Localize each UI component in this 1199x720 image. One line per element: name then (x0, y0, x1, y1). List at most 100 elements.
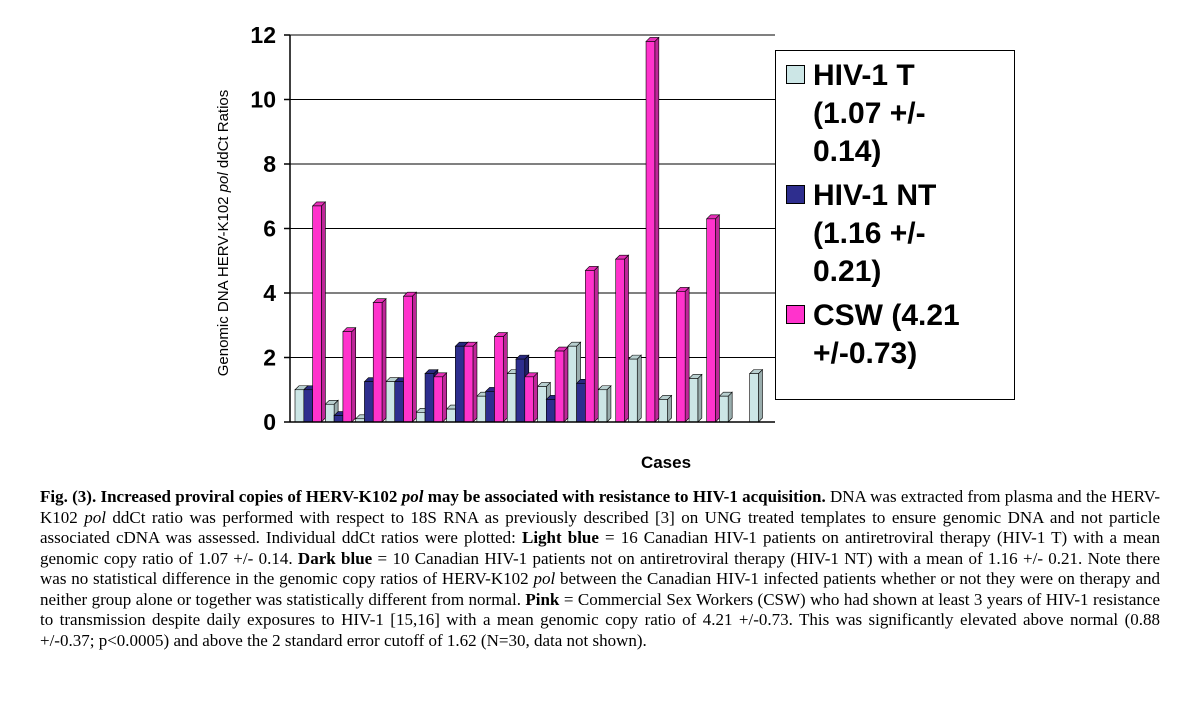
y-axis-label: Genomic DNA HERV-K102 pol ddCt Ratios (215, 90, 232, 377)
caption-light-blue-label: Light blue (522, 528, 599, 547)
bar-front (342, 331, 353, 423)
legend-item-csw: CSW (4.21 +/-0.73) (786, 297, 1004, 373)
bar-side (667, 394, 672, 423)
bar-csw-case-14 (705, 214, 721, 423)
legend-label-csw: CSW (4.21 +/-0.73) (813, 299, 960, 370)
bar-front (333, 415, 344, 423)
bar-front (415, 412, 426, 423)
y-tick-label-0: 0 (263, 409, 276, 435)
bar-front (476, 395, 486, 423)
legend-item-hiv1-t: HIV-1 T (1.07 +/- 0.14) (786, 57, 1004, 171)
caption-text-6: = Commercial Sex Workers (CSW) who had s… (40, 589, 1161, 650)
legend: HIV-1 T (1.07 +/- 0.14) HIV-1 NT (1.16 +… (775, 50, 1015, 400)
bar-front (433, 376, 443, 423)
bar-front (524, 376, 534, 423)
bar-front (485, 391, 495, 423)
bar-front (645, 41, 656, 423)
bar-front (455, 345, 465, 423)
y-axis-label-part1: Genomic DNA HERV-K102 (215, 192, 232, 376)
y-tick-label-12: 12 (250, 22, 276, 48)
bar-chart: 0 2 4 6 8 10 12 Genomic DNA HERV-K102 pol ddCt… (215, 22, 775, 472)
legend-swatch-hiv1-t (786, 65, 805, 84)
bar-front (676, 291, 686, 423)
bar-side (351, 326, 357, 423)
bar-csw-case-11 (615, 254, 630, 423)
legend-label-hiv1-t: HIV-1 T (1.07 +/- 0.14) (813, 59, 926, 168)
bar-front (515, 358, 526, 423)
bar-csw-case-3 (372, 297, 387, 423)
bar-front (628, 358, 638, 423)
bar-front (372, 302, 383, 423)
caption-title-start: Fig. (3). Increased proviral copies of H… (40, 487, 402, 506)
bar-front (385, 381, 396, 423)
bar-side (727, 391, 733, 423)
bar-front (312, 205, 322, 423)
bar-side (636, 354, 642, 423)
bar-side (472, 341, 478, 423)
bar-front (749, 373, 759, 423)
y-axis-label-part2: pol (215, 172, 232, 194)
bar-side (697, 373, 703, 423)
bar-front (688, 378, 699, 423)
bar-side (715, 214, 720, 423)
bar-front (597, 389, 608, 423)
bar-side (502, 331, 508, 423)
y-tick-label-4: 4 (263, 280, 276, 306)
bar-hiv-1-t-case-16 (748, 368, 764, 423)
bar-hiv-1-t-case-12 (627, 354, 642, 423)
caption-pol-2: pol (533, 569, 556, 588)
bar-front (658, 399, 668, 423)
bar-side (684, 286, 690, 423)
legend-label-hiv1-nt: HIV-1 NT (1.16 +/- 0.21) (813, 179, 937, 288)
caption-dark-blue-label: Dark blue (297, 548, 373, 568)
bar-front (325, 403, 335, 423)
caption-text-1: DNA was extracted from plasma and the HE… (40, 487, 1160, 527)
bar-front (403, 295, 413, 423)
bar-front (394, 381, 404, 423)
y-tick-labels: 0 2 4 6 8 10 12 (250, 22, 290, 435)
caption-title: Fig. (3). Increased proviral copies of H… (40, 487, 826, 506)
bar-csw-case-2 (342, 326, 357, 423)
bar-csw-case-12 (645, 36, 660, 423)
bar-front (506, 373, 517, 423)
bar-side (606, 385, 612, 423)
bar-csw-case-6 (463, 341, 478, 423)
bar-front (537, 386, 547, 423)
caption-text-2: ddCt ratio was performed with respect to… (40, 507, 1161, 548)
bar-front (567, 345, 577, 423)
bar-front (576, 382, 586, 423)
bar-side (758, 368, 763, 423)
caption-title-end: may be associated with resistance to HIV… (423, 487, 826, 506)
y-tick-label-6: 6 (263, 216, 276, 242)
bar-front (545, 399, 556, 423)
bar-front (585, 270, 595, 423)
gridlines (290, 34, 775, 358)
bar-side (533, 372, 538, 423)
legend-item-hiv1-nt: HIV-1 NT (1.16 +/- 0.21) (786, 177, 1004, 291)
bar-front (615, 258, 625, 423)
bar-csw-case-9 (554, 346, 569, 423)
caption-title-pol: pol (401, 487, 424, 506)
bar-front (294, 389, 305, 423)
bar-csw-case-13 (675, 286, 690, 423)
bar-front (303, 389, 313, 423)
legend-swatch-csw (786, 305, 805, 324)
bar-front (364, 381, 374, 423)
y-axis-label-part3: ddCt Ratios (215, 90, 232, 173)
bar-hiv-1-t-case-11 (597, 385, 612, 423)
bar-hiv-1-t-case-13 (658, 394, 673, 423)
caption-text-3: = 16 Canadian HIV-1 patients on antiretr… (40, 528, 1160, 568)
bar-front (446, 408, 456, 423)
caption-text-4: = 10 Canadian HIV-1 patients not on anti… (40, 548, 1160, 589)
bar-side (624, 254, 629, 423)
bar-side (442, 372, 447, 423)
caption-text-5: between the Canadian HIV-1 infected pati… (40, 569, 1160, 609)
figure-caption: Fig. (3). Increased proviral copies of H… (40, 487, 1160, 651)
bar-front (719, 395, 729, 423)
bar-side (654, 36, 660, 423)
bar-front (706, 218, 716, 423)
bar-front (494, 336, 504, 423)
caption-pol-1: pol (84, 507, 106, 527)
bar-side (381, 297, 387, 423)
bar-side (563, 346, 569, 423)
